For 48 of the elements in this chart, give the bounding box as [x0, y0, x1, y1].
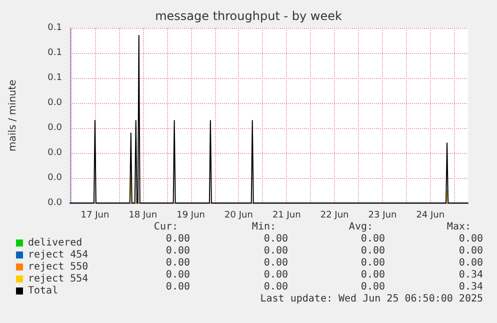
y-tick-label: 0.0 [48, 123, 62, 133]
text: Max: [446, 222, 472, 232]
text: 0.00 [264, 282, 288, 292]
legend-label: delivered [28, 238, 82, 248]
text: 0.00 [264, 234, 288, 244]
text: 0.00 [360, 258, 386, 268]
text: 0.00 [360, 234, 386, 244]
legend-label: reject 550 [28, 262, 88, 272]
text: 0.00 [166, 246, 190, 256]
legend-label: reject 554 [28, 274, 88, 284]
text: Cur: [154, 222, 178, 232]
text: 0.00 [360, 246, 386, 256]
y-tick-label: 0.1 [48, 73, 62, 83]
text: 0.00 [166, 270, 190, 280]
text: 0.34 [458, 282, 484, 292]
x-tick-label: 24 Jun [416, 210, 445, 220]
text: 0.00 [166, 258, 190, 268]
x-tick-label: 20 Jun [224, 210, 253, 220]
text: 0.00 [458, 258, 484, 268]
text: Last update: Wed Jun 25 06:50:00 2025 [260, 294, 484, 304]
legend-label: Total [28, 286, 58, 296]
text: 0.00 [166, 282, 190, 292]
y-tick-label: 0.0 [48, 173, 62, 183]
x-tick-label: 18 Jun [128, 210, 158, 220]
y-tick-label: 0.0 [48, 98, 62, 108]
text: Min: [252, 222, 276, 232]
y-tick-label: 0.0 [48, 198, 62, 208]
x-tick-label: 21 Jun [272, 210, 301, 220]
y-tick-label: 0.1 [48, 23, 62, 33]
text: 0.34 [458, 270, 484, 280]
x-tick-label: 23 Jun [368, 210, 397, 220]
text: 0.00 [166, 234, 190, 244]
y-axis-title: mails / minute [8, 80, 18, 152]
y-tick-label: 0.0 [48, 148, 62, 158]
y-tick-label: 0.1 [48, 48, 62, 58]
chart-title: message throughput - by week [155, 9, 342, 23]
text: 0.00 [264, 246, 288, 256]
text: 0.00 [264, 270, 288, 280]
text: 0.00 [458, 246, 484, 256]
x-tick-label: 17 Jun [80, 210, 110, 220]
text: Avg: [348, 222, 374, 232]
text: 0.00 [458, 234, 484, 244]
x-tick-label: 19 Jun [176, 210, 205, 220]
text: 0.00 [264, 258, 288, 268]
legend-label: reject 454 [28, 250, 88, 260]
text: 0.00 [360, 282, 386, 292]
text: 0.00 [360, 270, 386, 280]
x-tick-label: 22 Jun [320, 210, 349, 220]
